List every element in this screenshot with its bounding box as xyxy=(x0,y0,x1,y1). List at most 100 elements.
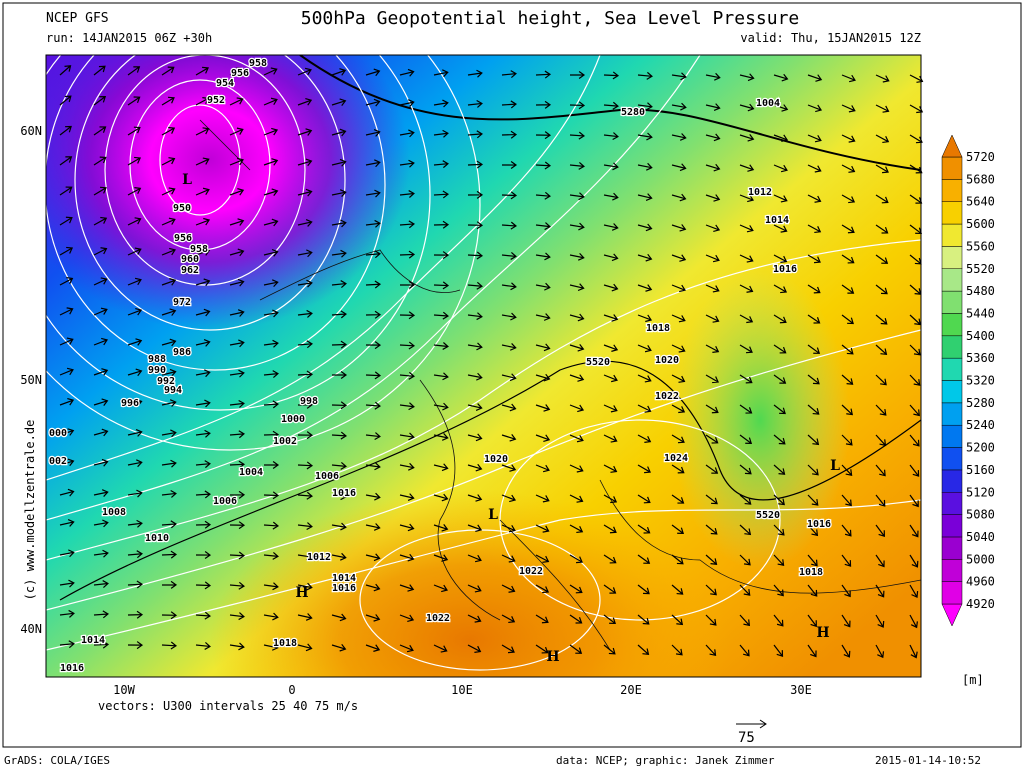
contour-label: 1012 xyxy=(307,552,331,563)
wind-arrow xyxy=(297,643,313,652)
wind-arrow xyxy=(297,158,313,167)
wind-arrow xyxy=(229,339,245,348)
wind-arrow xyxy=(467,281,483,290)
wind-arrow xyxy=(671,644,683,656)
wind-arrow xyxy=(161,399,177,407)
wind-arrow xyxy=(467,584,482,593)
colorbar-box xyxy=(941,246,963,269)
wind-arrow xyxy=(875,314,888,325)
wind-arrow xyxy=(365,280,382,289)
wind-arrow xyxy=(59,397,75,406)
wind-arrow xyxy=(59,337,74,346)
contour-label: 1020 xyxy=(484,454,508,465)
contour-label: 958 xyxy=(249,58,267,69)
wind-arrow xyxy=(637,494,651,504)
wind-arrow xyxy=(501,312,517,321)
wind-arrow xyxy=(739,103,755,112)
wind-arrow xyxy=(195,157,210,166)
wind-arrow xyxy=(671,284,686,293)
wind-arrow xyxy=(535,161,552,170)
contour-label: 962 xyxy=(181,265,199,276)
wind-arrow xyxy=(365,401,381,410)
wind-arrow xyxy=(59,186,73,196)
wind-arrow xyxy=(671,254,687,262)
wind-arrow xyxy=(59,640,75,649)
colorbar-label: 4960 xyxy=(966,575,995,589)
wind-arrow xyxy=(773,194,788,203)
wind-arrow xyxy=(59,549,75,558)
wind-arrow xyxy=(705,224,721,233)
wind-arrow xyxy=(161,520,177,529)
wind-arrow xyxy=(263,339,279,348)
wind-arrow xyxy=(93,126,107,136)
wind-arrow xyxy=(195,611,211,620)
wind-arrow xyxy=(535,131,552,140)
wind-arrow xyxy=(501,100,518,109)
wind-arrow xyxy=(705,72,721,81)
figure-frame xyxy=(2,2,1022,748)
wind-arrow xyxy=(399,644,414,653)
contour-label: 956 xyxy=(231,68,249,79)
wind-arrow xyxy=(263,551,279,560)
wind-arrow xyxy=(501,614,516,624)
contour-label: 5280 xyxy=(621,107,645,118)
watermark: (c) www.modellzentrale.de xyxy=(23,420,37,601)
wind-arrow xyxy=(93,519,109,528)
wind-arrow xyxy=(841,134,856,143)
software-credit: GrADS: COLA/IGES xyxy=(4,754,110,767)
warm-field xyxy=(210,490,730,677)
wind-arrow xyxy=(739,73,755,82)
wind-arrow xyxy=(773,134,789,143)
wind-arrow xyxy=(467,221,484,230)
wind-arrow xyxy=(263,370,279,379)
wind-arrow xyxy=(93,337,108,346)
wind-arrow xyxy=(127,641,144,650)
wind-arrow xyxy=(841,194,856,204)
contour-label: 1024 xyxy=(664,453,688,464)
wind-arrow xyxy=(263,642,279,651)
wind-arrow xyxy=(841,644,851,658)
wind-arrow xyxy=(467,614,482,623)
wind-arrow xyxy=(433,251,450,260)
wind-arrow xyxy=(875,584,885,598)
wind-arrow xyxy=(59,488,75,497)
colorbar-label: 4920 xyxy=(966,597,995,611)
wind-arrow xyxy=(263,248,279,257)
lon-label: 0 xyxy=(288,683,295,697)
wind-arrow xyxy=(739,434,753,444)
wind-arrow xyxy=(501,644,515,654)
wind-arrow xyxy=(739,164,755,172)
wind-arrow xyxy=(671,614,684,626)
wind-arrow xyxy=(603,344,619,352)
wind-arrow xyxy=(467,644,482,653)
wind-arrow xyxy=(569,343,585,352)
contour-label: 1020 xyxy=(655,355,679,366)
contour-label: 002 xyxy=(49,456,67,467)
wind-arrow xyxy=(671,314,686,323)
vectors-note: vectors: U300 intervals 25 40 75 m/s xyxy=(98,699,358,713)
wind-arrow xyxy=(331,98,347,106)
wind-arrow xyxy=(909,614,918,629)
wind-arrow xyxy=(535,313,551,321)
wind-arrow xyxy=(909,134,923,144)
wind-arrow xyxy=(569,404,585,413)
wind-arrow xyxy=(161,278,177,286)
contour-label: 972 xyxy=(173,297,191,308)
wind-arrow xyxy=(603,554,617,564)
wind-arrow xyxy=(535,343,551,352)
wind-arrow xyxy=(161,96,175,106)
contour-label: 1006 xyxy=(213,496,237,507)
wind-arrow xyxy=(637,253,653,262)
wind-arrow xyxy=(637,404,652,413)
wind-arrow xyxy=(501,161,518,170)
colorbar-label: 5000 xyxy=(966,552,995,566)
wind-arrow xyxy=(875,164,889,174)
colorbar-box xyxy=(941,156,963,180)
wind-arrow xyxy=(399,159,415,168)
wind-arrow xyxy=(841,554,852,567)
wind-arrow xyxy=(161,489,177,498)
lon-label: 20E xyxy=(620,683,642,697)
wind-arrow xyxy=(399,402,415,411)
wind-arrow xyxy=(569,494,584,503)
wind-arrow xyxy=(603,283,619,292)
